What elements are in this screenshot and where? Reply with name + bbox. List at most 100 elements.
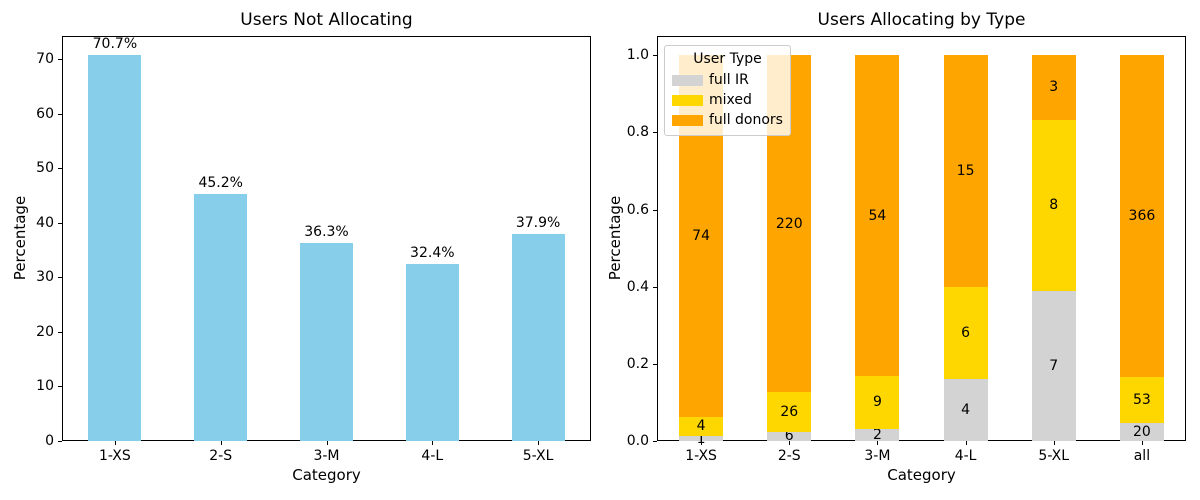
stacked-segment-2-S-mixed: 26: [767, 392, 812, 432]
y-tick-label: 1.0: [626, 47, 649, 64]
bar-value-label: 45.2%: [198, 175, 243, 192]
bar-value-label: 32.4%: [410, 245, 455, 262]
stacked-segment-1-XS-mixed: 4: [679, 416, 724, 437]
segment-value-label: 7: [1049, 358, 1059, 374]
stacked-segment-5-XL-mixed: 8: [1031, 119, 1076, 291]
x-tick-label: 1-XS: [685, 448, 717, 464]
segment-value-label: 15: [956, 162, 975, 179]
stacked-segment-1-XS-full-IR: 1: [679, 432, 724, 446]
y-tick-label: 40: [36, 214, 54, 231]
stacked-segment-3-M-full-donors: 54: [855, 55, 900, 376]
legend-entry-full-ir: full IR: [672, 70, 783, 90]
full-donors-swatch-icon: [672, 114, 703, 126]
stacked-segment-2-S-full-IR: 6: [767, 428, 812, 445]
y-tick-label: 0.4: [626, 278, 649, 295]
left-chart-title: Users Not Allocating: [240, 10, 413, 30]
stacked-segment-4-L-full-IR: 4: [943, 379, 988, 441]
bar-value-label: 70.7%: [92, 36, 138, 53]
left-x-axis-label: Category: [292, 466, 361, 484]
x-tick-label: 5-XL: [1038, 448, 1070, 464]
segment-value-label: 6: [784, 428, 794, 445]
segment-value-label: 8: [1049, 197, 1059, 214]
y-tick-mark: [58, 113, 62, 115]
stacked-segment-3-M-full-IR: 2: [855, 427, 900, 444]
y-tick-mark: [58, 331, 62, 333]
bar-1-XS: [88, 55, 142, 441]
x-tick-mark: [701, 441, 703, 445]
x-tick-label: 1-XS: [99, 448, 131, 464]
y-tick-label: 30: [36, 269, 54, 286]
x-tick-mark: [114, 441, 116, 445]
x-tick-label: 3-M: [313, 448, 340, 464]
x-tick-label: 3-M: [864, 448, 891, 464]
right-x-axis-label: Category: [887, 466, 956, 484]
x-tick-label: 5-XL: [522, 448, 554, 464]
legend-entry-mixed: mixed: [672, 90, 783, 110]
x-tick-mark: [326, 441, 328, 445]
x-tick-label: all: [1133, 448, 1151, 464]
x-tick-mark: [1141, 441, 1143, 445]
mixed-swatch-icon: [672, 94, 703, 106]
segment-value-label: 26: [780, 403, 799, 420]
y-tick-mark: [653, 55, 657, 57]
bar-4-L: [405, 264, 459, 441]
x-tick-label: 2-S: [209, 448, 233, 464]
x-tick-mark: [220, 441, 222, 445]
legend: User Type full IR mixed full donors: [664, 45, 791, 136]
y-tick-mark: [653, 441, 657, 442]
legend-label: full IR: [709, 72, 749, 88]
segment-value-label: 4: [961, 402, 971, 419]
segment-value-label: 9: [872, 394, 882, 411]
y-tick-mark: [653, 209, 657, 211]
stacked-segment-all-full-IR: 20: [1119, 423, 1164, 441]
segment-value-label: 54: [868, 207, 887, 224]
legend-label: full donors: [709, 112, 783, 128]
y-tick-label: 0: [45, 433, 54, 449]
bar-5-XL: [511, 234, 565, 441]
segment-value-label: 1: [696, 430, 706, 447]
bar-value-label: 37.9%: [515, 215, 561, 232]
y-tick-mark: [58, 59, 62, 61]
x-tick-label: 4-L: [954, 448, 977, 464]
x-tick-mark: [432, 441, 434, 445]
x-tick-mark: [965, 441, 967, 445]
y-tick-mark: [653, 286, 657, 288]
x-tick-mark: [789, 441, 791, 445]
y-tick-label: 0.8: [626, 124, 649, 141]
x-tick-mark: [538, 441, 540, 445]
x-tick-label: 4-L: [421, 448, 444, 464]
segment-value-label: 4: [696, 418, 706, 435]
segment-value-label: 20: [1133, 424, 1151, 441]
segment-value-label: 366: [1128, 208, 1156, 225]
legend-entry-full-donors: full donors: [672, 110, 783, 130]
stacked-segment-all-mixed: 53: [1119, 376, 1164, 424]
y-tick-label: 0.0: [626, 433, 649, 449]
segment-value-label: 6: [961, 324, 971, 341]
y-tick-label: 70: [36, 51, 54, 68]
segment-value-label: 3: [1049, 79, 1059, 96]
y-tick-label: 20: [36, 323, 54, 340]
right-chart-title: Users Allocating by Type: [817, 10, 1026, 30]
y-tick-label: 0.2: [626, 355, 649, 372]
x-tick-label: 2-S: [777, 448, 801, 464]
legend-label: mixed: [709, 92, 752, 108]
bar-2-S: [194, 194, 248, 441]
stacked-segment-all-full-donors: 366: [1119, 55, 1164, 377]
segment-value-label: 53: [1133, 392, 1151, 409]
y-tick-mark: [58, 222, 62, 224]
bar-3-M: [300, 242, 353, 441]
left-y-axis-label: Percentage: [11, 195, 29, 281]
y-tick-mark: [653, 363, 657, 365]
segment-value-label: 220: [775, 215, 803, 232]
stacked-segment-4-L-mixed: 6: [943, 286, 988, 380]
segment-value-label: 2: [872, 427, 882, 444]
y-tick-mark: [58, 168, 62, 170]
legend-title: User Type: [693, 51, 762, 67]
y-tick-label: 0.6: [626, 201, 649, 218]
y-tick-label: 10: [36, 378, 54, 395]
stacked-segment-5-XL-full-donors: 3: [1031, 55, 1076, 120]
x-tick-mark: [1053, 441, 1055, 445]
y-tick-mark: [653, 132, 657, 134]
stacked-segment-4-L-full-donors: 15: [943, 55, 988, 287]
